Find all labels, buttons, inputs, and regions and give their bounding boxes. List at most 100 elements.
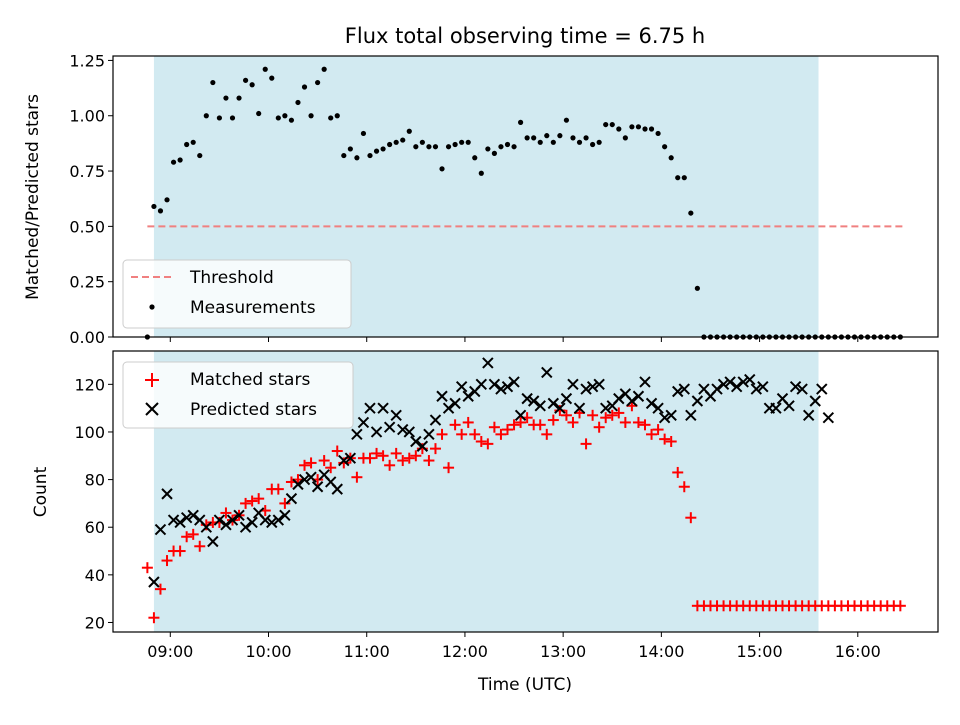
matched-star-point [462, 416, 474, 428]
measurement-point [301, 84, 308, 90]
matched-star-point [141, 562, 153, 574]
measurement-point [288, 117, 295, 123]
predicted-star-point [207, 535, 219, 548]
y-tick-label: 0.50 [69, 217, 105, 236]
matched-star-point [410, 450, 422, 462]
measurement-point [229, 115, 236, 121]
measurement-point [550, 139, 556, 145]
predicted-star-point [796, 383, 808, 395]
matched-star-point [894, 600, 906, 612]
measurement-point [341, 152, 347, 159]
predicted-star-point [691, 395, 704, 407]
measurement-point [275, 115, 281, 121]
ratio-y-label: Matched/Predicted stars [23, 94, 43, 300]
predicted-star-point [292, 478, 304, 491]
ratio-ticks: 0.00 0.25 0.50 0.75 1.00 1.25 [69, 51, 859, 347]
measurement-point [419, 139, 425, 145]
matched-star-point [567, 416, 579, 428]
y-tick-label: 20 [85, 613, 105, 632]
predicted-star-point [423, 428, 435, 441]
measurement-point [406, 128, 412, 134]
measurement-point [478, 170, 484, 176]
matched-star-point [194, 540, 206, 552]
legend-threshold-label: Threshold [189, 268, 274, 288]
matched-star-point [632, 416, 644, 428]
measurement-point [576, 139, 583, 145]
x-tick-label: 14:00 [638, 642, 684, 661]
measurement-point [308, 113, 314, 119]
measurement-point [596, 139, 602, 145]
measurement-point [203, 113, 209, 119]
measurement-point [380, 146, 386, 152]
predicted-star-point [541, 366, 553, 379]
predicted-star-point [789, 381, 802, 393]
predicted-star-point [632, 390, 645, 402]
measurement-point [504, 141, 511, 148]
matched-star-point [495, 428, 507, 440]
matched-star-point [377, 450, 389, 462]
matched-star-point [501, 424, 513, 436]
measurement-point [164, 197, 170, 203]
predicted-star-point [730, 381, 743, 393]
measurement-point [459, 139, 465, 145]
y-tick-label: 1.25 [69, 51, 105, 70]
predicted-star-point [410, 435, 422, 448]
predicted-star-point [259, 514, 271, 526]
measurement-point [511, 144, 517, 150]
predicted-star-point [449, 397, 461, 410]
predicted-star-point [744, 373, 756, 386]
measurement-point [583, 135, 589, 141]
measurement-point [675, 175, 681, 181]
measurement-point [210, 79, 216, 86]
measurement-point [354, 155, 360, 161]
measurement-point [439, 166, 445, 172]
predicted-star-point [174, 516, 186, 529]
x-tick-label: 09:00 [147, 642, 193, 661]
matched-star-point [220, 507, 232, 519]
measurement-point [157, 208, 164, 214]
predicted-star-point [665, 409, 677, 422]
x-tick-label: 15:00 [737, 642, 783, 661]
count-panel: 20 40 60 80 100 120 09:00 10:00 11:00 12:00 13:00 1… [31, 350, 939, 661]
measurement-point [485, 146, 491, 152]
measurement-point [662, 144, 668, 150]
predicted-star-point [180, 511, 193, 524]
measurement-point [688, 210, 694, 216]
predicted-star-point [285, 492, 298, 505]
matched-star-point [456, 428, 468, 440]
measurement-point [570, 135, 576, 141]
y-tick-label: 0.75 [69, 162, 105, 181]
measurement-point [557, 133, 563, 139]
measurement-point [445, 144, 452, 150]
predicted-star-point [678, 383, 690, 395]
matched-star-point [318, 455, 330, 467]
predicted-star-point [482, 357, 494, 369]
predicted-star-point [429, 414, 442, 426]
legend-measurement-swatch [149, 304, 155, 310]
predicted-star-point [600, 402, 612, 414]
y-tick-label: 100 [74, 423, 105, 442]
predicted-star-point [311, 481, 324, 493]
measurement-point [190, 139, 196, 145]
measurement-point [472, 155, 478, 161]
matched-star-point [685, 512, 697, 524]
predicted-star-point [554, 402, 566, 414]
ratio-frame [112, 55, 939, 338]
predicted-star-point [455, 381, 468, 393]
predicted-star-point [344, 452, 357, 464]
y-tick-label: 120 [74, 375, 105, 394]
matched-star-point [678, 481, 690, 493]
matched-star-point [593, 421, 605, 433]
measurement-point [184, 141, 190, 148]
measurement-point [498, 144, 504, 150]
matched-star-point [449, 419, 461, 431]
predicted-star-point [279, 509, 291, 522]
predicted-star-point [351, 428, 363, 441]
predicted-star-point [462, 390, 474, 402]
measurement-point [367, 152, 373, 159]
matched-star-point [469, 428, 481, 440]
matched-star-point [305, 457, 317, 469]
predicted-star-point [383, 421, 396, 433]
predicted-star-point [652, 402, 664, 414]
measurement-point [393, 139, 399, 145]
